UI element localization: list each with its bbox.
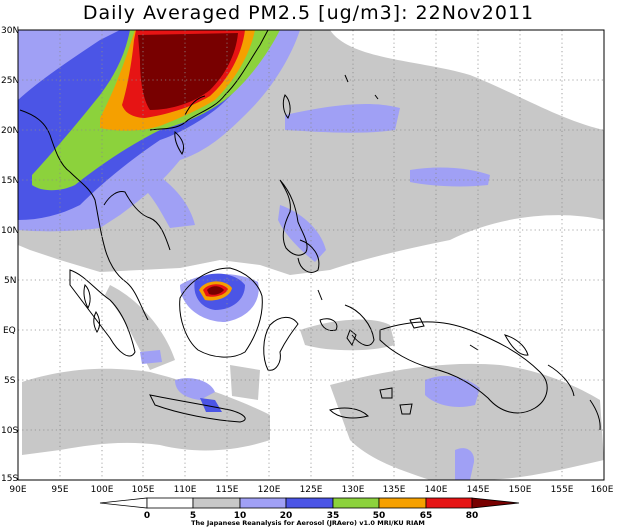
colorbar-label: 5 (190, 511, 196, 521)
colorbar-label: 65 (420, 511, 433, 521)
colorbar-label: 10 (234, 511, 247, 521)
grid-lines (18, 30, 604, 480)
lat-label: 15S (1, 474, 18, 484)
lat-label: 15N (1, 176, 19, 186)
lon-label: 115E (216, 485, 239, 495)
colorbar-swatch (425, 497, 473, 509)
lon-label: 90E (9, 485, 26, 495)
coastlines (19, 30, 601, 431)
lon-label: 105E (132, 485, 155, 495)
lat-label: 10S (1, 426, 18, 436)
colorbar-swatch (332, 497, 380, 509)
credit-text: The Japanese Reanalysis for Aerosol (JRA… (191, 519, 425, 527)
lon-label: 95E (51, 485, 68, 495)
colorbar-swatch (471, 497, 520, 509)
lon-label: 125E (300, 485, 323, 495)
colorbar-label: 80 (466, 511, 479, 521)
colorbar-label: 35 (327, 511, 340, 521)
colorbar-swatch (99, 497, 148, 509)
lat-label: 30N (1, 26, 19, 36)
colorbar-label: 0 (144, 511, 150, 521)
lat-label: 20N (1, 126, 19, 136)
lat-label: 5N (4, 276, 16, 286)
colorbar-swatch (239, 497, 287, 509)
map-title: Daily Averaged PM2.5 [ug/m3]: 22Nov2011 (82, 2, 535, 24)
map-frame (17, 29, 605, 481)
lon-label: 145E (467, 485, 490, 495)
lat-axis: 30N 25N 20N 15N 10N 5N EQ 5S 10S 15S (1, 26, 19, 484)
lon-label: 135E (383, 485, 406, 495)
colorbar-swatch (192, 497, 241, 509)
lat-label: 5S (4, 376, 16, 386)
colorbar-swatch (146, 497, 194, 509)
lon-label: 155E (551, 485, 574, 495)
colorbar-label: 20 (280, 511, 293, 521)
lon-label: 130E (342, 485, 365, 495)
colorbar-swatch (285, 497, 334, 509)
pm25-level-80-plus (138, 33, 238, 295)
colorbar: 0 5 10 20 35 50 65 80 (99, 497, 520, 521)
lon-label: 100E (91, 485, 114, 495)
lat-label: 10N (1, 226, 19, 236)
colorbar-label: 50 (373, 511, 386, 521)
lat-label: 25N (1, 76, 19, 86)
lon-axis: 90E 95E 100E 105E 110E 115E 120E 125E 13… (9, 485, 613, 495)
lon-label: 120E (258, 485, 281, 495)
lon-label: 150E (509, 485, 532, 495)
lat-label: EQ (3, 326, 16, 336)
lon-label: 140E (425, 485, 448, 495)
lon-label: 110E (174, 485, 197, 495)
lon-label: 160E (591, 485, 614, 495)
colorbar-swatch (378, 497, 427, 509)
